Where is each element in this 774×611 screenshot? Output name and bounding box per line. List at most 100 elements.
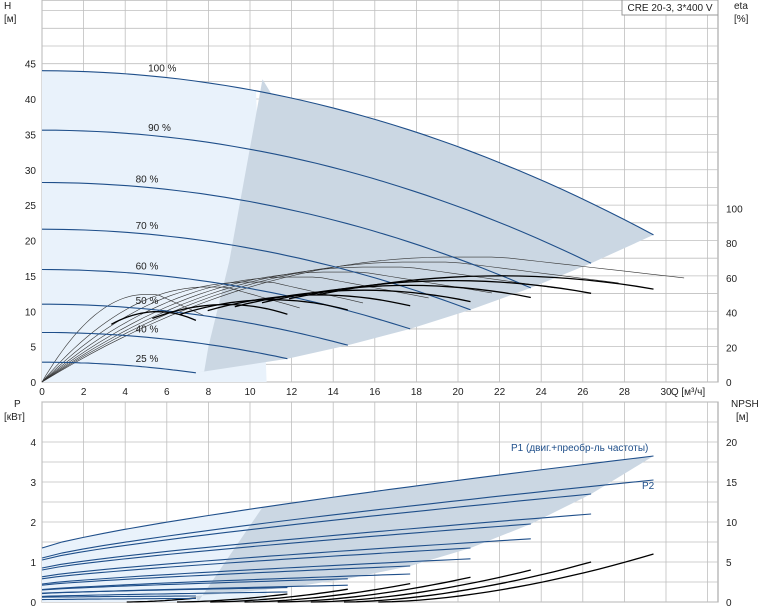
efficiency-curve bbox=[41, 294, 204, 383]
y-axis-unit-npsh: [м] bbox=[736, 412, 749, 423]
y-axis-unit-eta: [%] bbox=[734, 14, 749, 25]
p1-curve bbox=[41, 565, 411, 586]
low-flow-region bbox=[42, 70, 267, 382]
x-tick-label: 14 bbox=[328, 387, 340, 398]
eta-tick-label: 60 bbox=[726, 274, 738, 285]
efficiency-curve bbox=[41, 271, 492, 383]
eta-tick-label: 20 bbox=[726, 343, 738, 354]
y-axis-unit-h: [м] bbox=[4, 14, 17, 25]
power-tick-labels: 0 1 2 3 4 bbox=[30, 438, 36, 609]
p1-curve bbox=[41, 493, 592, 561]
p-tick-label: 2 bbox=[30, 518, 36, 529]
x-tick-label: 30 bbox=[660, 387, 672, 398]
p2-curve bbox=[41, 479, 654, 559]
speed-label: 40 % bbox=[136, 324, 159, 335]
x-tick-labels: 0 2 4 6 8 10 12 14 16 18 20 22 24 26 28 30 bbox=[39, 387, 672, 398]
x-tick-label: 10 bbox=[244, 387, 256, 398]
eta-tick-label: 40 bbox=[726, 309, 738, 320]
eta-tick-label: 80 bbox=[726, 239, 738, 250]
x-axis-label: Q [м³/ч] bbox=[671, 387, 706, 398]
npsh-curves bbox=[126, 553, 654, 603]
x-tick-label: 28 bbox=[619, 387, 631, 398]
p1-curve bbox=[41, 595, 196, 598]
h-tick-label: 45 bbox=[25, 60, 37, 71]
p2-curve bbox=[41, 513, 592, 569]
head-curve bbox=[42, 331, 288, 360]
npsh-curve bbox=[378, 553, 654, 603]
npsh-curve bbox=[244, 582, 411, 603]
title-box bbox=[621, 0, 719, 16]
x-tick-label: 26 bbox=[577, 387, 589, 398]
npsh-tick-labels: 0 5 10 15 20 bbox=[726, 438, 738, 609]
speed-labels: 100 % 90 % 80 % 70 % 60 % 50 % 40 % 25 % bbox=[136, 64, 177, 365]
y-axis-name-npsh: NPSH bbox=[731, 399, 759, 410]
h-tick-label: 30 bbox=[25, 166, 37, 177]
npsh-tick-label: 0 bbox=[726, 598, 732, 609]
x-tick-label: 2 bbox=[81, 387, 87, 398]
p2-curve bbox=[41, 597, 196, 601]
eta-tick-labels: 0 20 40 60 80 100 bbox=[726, 205, 743, 390]
h-tick-label: 0 bbox=[30, 378, 36, 389]
h-tick-label: 15 bbox=[25, 272, 37, 283]
x-tick-label: 20 bbox=[452, 387, 464, 398]
speed-label: 25 % bbox=[136, 354, 159, 365]
eta-tick-label: 0 bbox=[726, 378, 732, 389]
speed-label: 60 % bbox=[136, 261, 159, 272]
y-axis-name-eta: eta bbox=[734, 1, 748, 12]
head-curve bbox=[42, 303, 348, 346]
p2-curve bbox=[41, 573, 411, 591]
head-curve bbox=[42, 361, 196, 374]
p1-curve bbox=[41, 547, 471, 580]
p2-curve bbox=[41, 584, 348, 595]
eta-bold-curve bbox=[110, 311, 197, 325]
bottom-panel: 0 1 2 3 4 0 5 10 15 20 P [кВт] NPSH [м] P1 (двиг… bbox=[4, 399, 759, 609]
h-tick-label: 35 bbox=[25, 130, 37, 141]
speed-label: 70 % bbox=[136, 221, 159, 232]
speed-label: 100 % bbox=[148, 64, 176, 75]
head-curves bbox=[41, 70, 654, 374]
x-tick-label: 4 bbox=[122, 387, 128, 398]
npsh-curve bbox=[126, 597, 196, 603]
npsh-curve bbox=[177, 593, 288, 603]
p2-curves bbox=[41, 479, 654, 601]
p2-curve bbox=[41, 538, 531, 578]
p-tick-label: 1 bbox=[30, 558, 36, 569]
head-curve bbox=[41, 70, 654, 236]
p1-annotation: P1 (двиг.+преобр-ль частоты) bbox=[511, 442, 648, 454]
x-tick-label: 22 bbox=[494, 387, 506, 398]
npsh-curve bbox=[210, 588, 348, 603]
y-axis-name-h: H bbox=[4, 1, 11, 12]
eta-bold-curve bbox=[179, 299, 348, 316]
npsh-tick-label: 10 bbox=[726, 518, 738, 529]
eta-bold-curve bbox=[152, 303, 288, 320]
h-tick-label: 40 bbox=[25, 95, 37, 106]
npsh-tick-label: 15 bbox=[726, 478, 738, 489]
x-tick-label: 8 bbox=[206, 387, 212, 398]
p2-annotation: P2 bbox=[642, 481, 655, 492]
efficiency-curve bbox=[41, 281, 364, 383]
eta-bold-curve bbox=[234, 289, 471, 308]
x-tick-label: 24 bbox=[536, 387, 548, 398]
p-tick-label: 3 bbox=[30, 478, 36, 489]
x-tick-label: 12 bbox=[286, 387, 298, 398]
x-tick-label: 6 bbox=[164, 387, 170, 398]
head-curve bbox=[41, 268, 411, 330]
head-tick-labels: 0 5 10 15 20 25 30 35 40 45 bbox=[25, 60, 37, 389]
x-tick-label: 16 bbox=[369, 387, 381, 398]
p1-curve bbox=[41, 455, 654, 549]
chart-title: CRE 20-3, 3*400 V bbox=[627, 3, 712, 14]
h-tick-label: 5 bbox=[30, 343, 36, 354]
h-tick-label: 25 bbox=[25, 201, 37, 212]
npsh-tick-label: 5 bbox=[726, 558, 732, 569]
speed-label: 90 % bbox=[148, 123, 171, 134]
p-tick-label: 4 bbox=[30, 438, 36, 449]
h-tick-label: 10 bbox=[25, 307, 37, 318]
p1-curve bbox=[41, 578, 348, 591]
operating-region bbox=[195, 79, 654, 373]
speed-label: 50 % bbox=[136, 296, 159, 307]
eta-bold-curve bbox=[207, 294, 411, 312]
p2-curve bbox=[41, 558, 471, 585]
npsh-curve bbox=[277, 576, 471, 603]
p1-curve bbox=[41, 523, 531, 571]
